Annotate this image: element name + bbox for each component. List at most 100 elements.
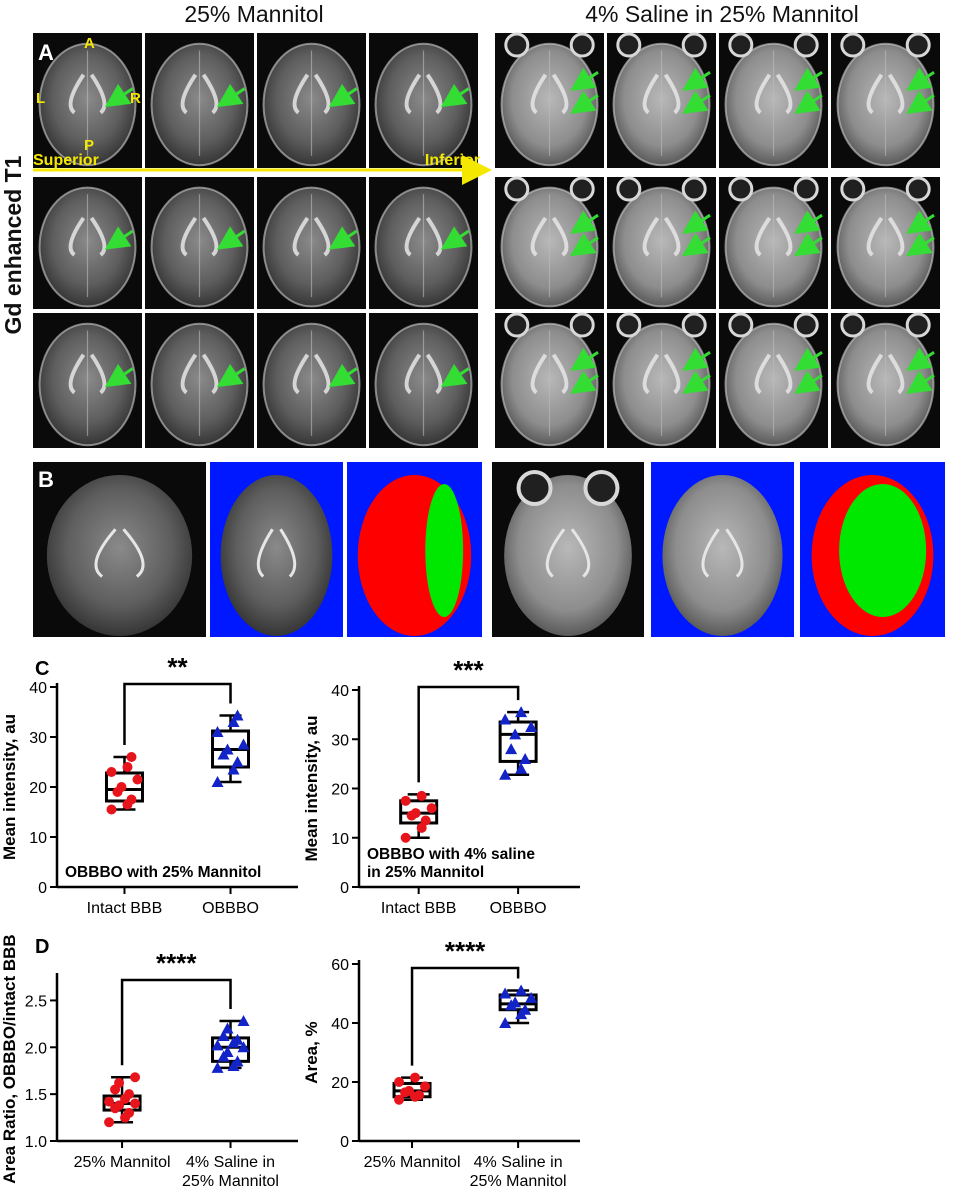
mri-slice [831, 32, 940, 168]
green-arrow [906, 67, 935, 91]
ventricle [530, 216, 548, 257]
data-point [426, 803, 437, 814]
green-arrow [216, 226, 246, 250]
eye [681, 312, 707, 338]
mri-slice [33, 177, 142, 309]
green-arrow [682, 232, 711, 257]
eye [905, 176, 931, 202]
data-point [519, 1003, 532, 1015]
green-arrow [906, 347, 935, 371]
mri-slice [607, 32, 716, 168]
x-tick-label: OBBBO [490, 900, 547, 917]
skull-outline [836, 42, 935, 167]
data-point [104, 1117, 115, 1128]
skull-outline [38, 322, 137, 447]
skull-outline [374, 322, 473, 447]
mri-slice [495, 312, 604, 448]
mri-slice [651, 462, 794, 637]
data-point [499, 987, 512, 999]
ventricle [545, 528, 566, 578]
skull-outline [150, 42, 249, 167]
orient-label-p: P [84, 137, 94, 154]
ventricle [292, 73, 310, 115]
eye [793, 312, 819, 338]
ventricle [180, 73, 198, 115]
data-point [211, 1039, 224, 1051]
orient-label-l: L [36, 90, 45, 107]
ventricle [754, 73, 772, 115]
data-point [217, 1030, 230, 1042]
y-axis-label: Mean intensity, au [302, 715, 321, 861]
ventricle [754, 353, 772, 395]
skull-outline [612, 322, 711, 447]
data-point [515, 762, 528, 774]
data-point [221, 1022, 234, 1034]
y-axis-label: Area, % [302, 1021, 321, 1083]
significance-stars: **** [445, 936, 486, 966]
eye [504, 32, 530, 58]
ventricle [530, 353, 548, 395]
data-point [221, 743, 234, 755]
green-arrow [328, 83, 358, 108]
ventricle [292, 353, 310, 395]
segmentation-mask [800, 462, 945, 637]
eye [569, 312, 595, 338]
ventricle [94, 528, 117, 578]
data-point [394, 1094, 405, 1105]
data-point [106, 767, 117, 777]
eye [905, 312, 931, 338]
green-arrow [104, 83, 134, 108]
data-point [499, 1017, 512, 1028]
y-tick-label: 10 [29, 830, 47, 847]
y-tick-label: 30 [331, 732, 349, 749]
mri-slice [719, 312, 828, 448]
data-point [414, 1090, 425, 1101]
orient-label-r: R [130, 90, 141, 107]
skull-outline [262, 322, 361, 447]
data-point [122, 762, 133, 772]
eye [616, 176, 642, 202]
eye [905, 32, 931, 58]
significance-bracket [417, 685, 520, 783]
mri-slice [33, 462, 206, 637]
data-point [420, 1081, 431, 1092]
x-tick-label: 25% Mannitol [182, 1173, 279, 1190]
ventricle [180, 353, 198, 395]
ventricle [68, 216, 86, 257]
green-arrow [682, 210, 711, 234]
eye [616, 32, 642, 58]
ventricle [292, 216, 310, 257]
mri-slice [719, 32, 828, 168]
ventricle [279, 528, 297, 578]
y-tick-label: 0 [340, 1134, 349, 1151]
data-point [237, 1041, 250, 1053]
data-point [499, 768, 512, 780]
green-arrow [794, 347, 823, 371]
mri-panel-b [33, 462, 945, 637]
skull-outline [150, 322, 249, 447]
data-point [400, 795, 411, 806]
data-point [114, 1077, 125, 1088]
x-tick-label: 25% Mannitol [364, 1154, 461, 1171]
data-point [519, 752, 532, 764]
ventricle [313, 73, 331, 115]
ventricle [425, 216, 443, 257]
axis-label-superior: Superior [33, 152, 99, 169]
y-tick-label: 1.5 [25, 1087, 47, 1104]
data-point [126, 794, 137, 805]
green-arrow [794, 370, 823, 394]
skull-outline [724, 186, 823, 308]
data-point [404, 1085, 415, 1096]
x-tick-label: Intact BBB [87, 900, 163, 917]
mask-opened-region [425, 484, 464, 617]
box-plot: 1.0 1.5 2.0 2.5 Area Ratio, OBBBO/intact BBB… [0, 934, 298, 1190]
ventricle [180, 216, 198, 257]
skull-outline [374, 186, 473, 308]
axis-label-inferior: Inferior [425, 152, 480, 169]
skull-outline [38, 186, 137, 308]
eye [569, 176, 595, 202]
y-tick-label: 20 [331, 782, 349, 799]
ventricle [68, 353, 86, 395]
mri-slice [145, 313, 254, 448]
green-arrow [328, 226, 358, 250]
